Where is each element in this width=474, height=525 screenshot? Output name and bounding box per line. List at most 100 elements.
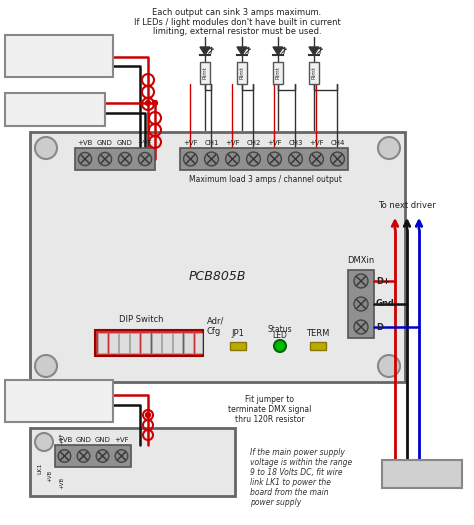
Text: Rlmt: Rlmt — [275, 67, 281, 79]
Bar — [5, 35, 113, 77]
Circle shape — [96, 450, 109, 463]
Bar — [163, 333, 172, 353]
Circle shape — [146, 413, 151, 417]
Text: GND: GND — [97, 140, 113, 146]
Bar — [75, 148, 155, 170]
Text: LED: LED — [273, 331, 287, 340]
Text: TERM: TERM — [306, 329, 330, 338]
Circle shape — [99, 152, 111, 165]
Circle shape — [246, 152, 260, 166]
Text: thru 120R resistor: thru 120R resistor — [235, 415, 305, 424]
Text: PSU Board +VB: PSU Board +VB — [19, 99, 91, 108]
Text: JP1: JP1 — [232, 329, 245, 338]
Text: +VB: +VB — [60, 477, 64, 489]
Circle shape — [58, 450, 71, 463]
Text: power supply: power supply — [250, 498, 301, 507]
Bar — [230, 342, 246, 350]
Bar — [200, 62, 210, 84]
Text: D-: D- — [376, 322, 387, 331]
Bar — [119, 333, 129, 353]
Text: 9 to 18 Volts DC, fit wire: 9 to 18 Volts DC, fit wire — [250, 468, 343, 477]
Circle shape — [115, 450, 128, 463]
Circle shape — [330, 152, 345, 166]
Circle shape — [118, 152, 132, 165]
Bar — [382, 460, 462, 488]
Bar — [98, 333, 107, 353]
Bar — [130, 333, 139, 353]
Circle shape — [35, 355, 57, 377]
Text: +VF: +VF — [114, 437, 129, 443]
Bar — [95, 330, 203, 356]
Text: limiting, external resistor must be used.: limiting, external resistor must be used… — [153, 27, 321, 36]
Text: 9-18V DC @ 25mA: 9-18V DC @ 25mA — [16, 110, 94, 120]
Bar — [141, 333, 150, 353]
Text: PCB805B: PCB805B — [188, 270, 246, 284]
Circle shape — [289, 152, 302, 166]
Text: +VB: +VB — [77, 140, 93, 146]
Text: terminate DMX signal: terminate DMX signal — [228, 405, 312, 414]
Circle shape — [153, 100, 157, 106]
Bar — [55, 445, 131, 467]
Text: Each output can sink 3 amps maximum.: Each output can sink 3 amps maximum. — [152, 8, 322, 17]
Circle shape — [354, 274, 368, 288]
Text: +VF: +VF — [309, 140, 324, 146]
Bar — [109, 333, 118, 353]
Text: board from the main: board from the main — [250, 488, 328, 497]
Text: +VF: +VF — [137, 140, 152, 146]
Circle shape — [78, 152, 91, 165]
Circle shape — [267, 152, 282, 166]
Circle shape — [378, 137, 400, 159]
Text: Adr/: Adr/ — [207, 317, 224, 326]
Text: CH1: CH1 — [204, 140, 219, 146]
Text: +VF: +VF — [183, 140, 198, 146]
Bar — [5, 93, 105, 126]
Text: link LK1 to power the: link LK1 to power the — [250, 478, 331, 487]
Text: PSU Output +VF: PSU Output +VF — [18, 386, 100, 395]
Bar — [237, 62, 247, 84]
Text: Gnd: Gnd — [376, 299, 395, 309]
Bar — [348, 270, 374, 338]
Bar — [173, 333, 182, 353]
Text: Rlmt: Rlmt — [239, 67, 245, 79]
Text: +VB: +VB — [47, 470, 53, 482]
Text: Rlmt: Rlmt — [202, 67, 208, 79]
Circle shape — [77, 450, 90, 463]
Text: Fit jumper to: Fit jumper to — [246, 395, 294, 404]
Text: Rlmt: Rlmt — [311, 67, 317, 79]
Text: CH4: CH4 — [330, 140, 345, 146]
Circle shape — [35, 433, 53, 451]
Bar — [184, 333, 193, 353]
Bar — [180, 148, 348, 170]
Circle shape — [146, 100, 151, 106]
Text: +VF: +VF — [267, 140, 282, 146]
Circle shape — [310, 152, 323, 166]
Bar — [309, 62, 319, 84]
Text: GND: GND — [75, 437, 91, 443]
Bar — [310, 342, 326, 350]
Text: Cfg: Cfg — [207, 327, 221, 336]
Text: CH3: CH3 — [288, 140, 303, 146]
Text: +VB: +VB — [57, 437, 72, 443]
Text: Maximum load 3 amps / channel output: Maximum load 3 amps / channel output — [189, 175, 341, 184]
Text: GND: GND — [94, 437, 110, 443]
Polygon shape — [273, 47, 283, 55]
Circle shape — [354, 320, 368, 334]
Bar — [195, 333, 202, 353]
Text: Status: Status — [268, 325, 292, 334]
Text: DMX Controller: DMX Controller — [390, 469, 454, 478]
Bar — [30, 428, 235, 496]
Polygon shape — [200, 47, 210, 55]
Circle shape — [205, 152, 219, 166]
Text: GND: GND — [117, 140, 133, 146]
Circle shape — [35, 137, 57, 159]
Circle shape — [354, 297, 368, 311]
Bar — [5, 380, 113, 422]
Text: If LEDs / light modules don't have built in current: If LEDs / light modules don't have built… — [134, 18, 340, 27]
Text: +VF: +VF — [60, 432, 64, 444]
Text: 9 – 18V DC @ 12amps: 9 – 18V DC @ 12amps — [9, 402, 109, 411]
Text: DIP Switch: DIP Switch — [119, 315, 163, 324]
Text: voltage is within the range: voltage is within the range — [250, 458, 352, 467]
Circle shape — [183, 152, 198, 166]
Bar — [30, 132, 405, 382]
Circle shape — [378, 355, 400, 377]
